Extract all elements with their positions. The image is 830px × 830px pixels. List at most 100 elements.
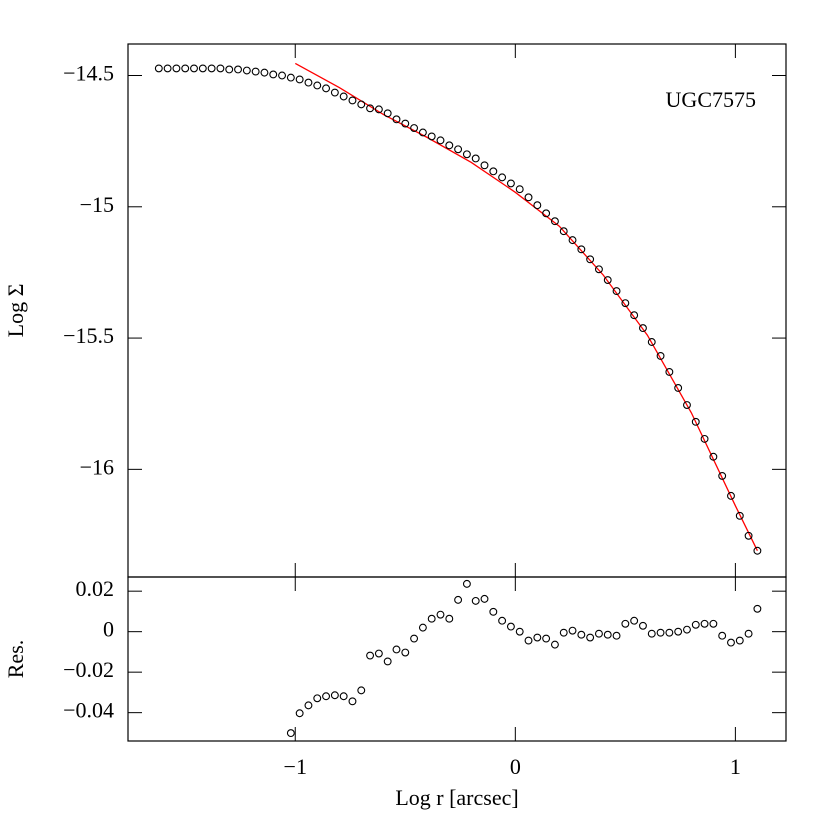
data-point xyxy=(568,236,577,245)
data-point xyxy=(313,694,322,703)
data-point xyxy=(542,209,551,218)
data-point xyxy=(471,596,480,605)
data-point xyxy=(286,73,295,82)
data-point xyxy=(498,173,507,182)
data-point xyxy=(436,610,445,619)
data-point xyxy=(216,64,225,73)
data-point xyxy=(445,614,454,623)
data-point xyxy=(330,691,339,700)
data-point xyxy=(559,628,568,637)
data-point xyxy=(568,626,577,635)
data-point xyxy=(621,619,630,628)
y-tick-label: −15.5 xyxy=(63,323,114,348)
data-point xyxy=(639,621,647,630)
data-point xyxy=(410,634,419,643)
data-point xyxy=(286,729,295,738)
data-point xyxy=(163,64,172,73)
y-tick-label: −0.04 xyxy=(63,698,114,723)
data-point xyxy=(322,692,331,701)
data-point xyxy=(506,622,515,631)
data-point xyxy=(445,141,454,150)
data-point xyxy=(471,154,480,163)
data-point xyxy=(612,631,621,640)
data-point xyxy=(410,124,419,132)
data-point xyxy=(330,88,339,97)
data-point xyxy=(753,546,762,555)
data-point xyxy=(198,64,207,73)
data-point xyxy=(401,648,410,657)
data-point xyxy=(550,640,559,649)
data-point xyxy=(242,66,251,75)
data-point xyxy=(612,287,621,296)
data-point xyxy=(586,633,595,642)
data-point xyxy=(339,692,348,701)
data-point xyxy=(674,627,683,636)
data-point xyxy=(630,311,639,320)
x-tick-label: 0 xyxy=(510,754,521,779)
y-axis-label: Log Σ xyxy=(3,284,28,338)
data-point xyxy=(718,631,727,640)
data-point xyxy=(278,71,286,80)
data-point xyxy=(480,161,489,170)
data-point xyxy=(366,104,375,113)
data-point xyxy=(577,630,586,639)
data-point xyxy=(665,367,674,376)
data-point xyxy=(357,686,366,695)
data-point xyxy=(172,64,181,73)
data-point xyxy=(154,64,163,73)
data-point xyxy=(225,65,234,74)
data-point xyxy=(269,70,278,79)
data-point xyxy=(383,657,392,666)
data-point xyxy=(454,595,463,604)
data-point xyxy=(260,68,269,77)
data-point xyxy=(418,128,427,137)
data-point xyxy=(454,145,463,154)
data-point xyxy=(594,265,603,274)
y-tick-label: −15 xyxy=(80,192,114,217)
data-point xyxy=(383,109,392,118)
data-point xyxy=(744,531,753,540)
annotation: UGC7575 xyxy=(666,87,756,112)
data-point xyxy=(436,136,445,145)
x-tick-label: −1 xyxy=(284,754,307,779)
data-point xyxy=(515,627,524,636)
data-point xyxy=(550,217,559,226)
data-point xyxy=(735,636,744,645)
x-axis-label: Log r [arcsec] xyxy=(395,785,518,810)
data-point xyxy=(480,594,489,603)
data-point xyxy=(691,417,700,426)
data-point xyxy=(374,649,383,658)
data-point xyxy=(304,701,313,710)
data-point xyxy=(542,634,551,643)
data-point xyxy=(366,651,375,660)
data-point xyxy=(621,299,630,308)
data-point xyxy=(489,167,498,176)
data-point xyxy=(295,709,304,718)
data-point xyxy=(559,227,568,236)
data-point xyxy=(322,84,331,93)
data-point xyxy=(392,115,401,124)
data-point xyxy=(418,623,427,632)
data-point xyxy=(489,607,498,616)
y-tick-label: −14.5 xyxy=(63,61,114,86)
data-point xyxy=(181,64,190,73)
data-point xyxy=(348,96,357,105)
y-tick-label: 0 xyxy=(103,617,114,642)
data-point xyxy=(392,645,401,654)
data-point xyxy=(691,620,700,629)
data-point xyxy=(647,629,656,638)
data-point xyxy=(427,132,436,141)
data-point xyxy=(727,491,735,500)
data-point xyxy=(656,351,665,360)
data-point xyxy=(647,338,656,346)
data-point xyxy=(348,697,357,706)
data-point xyxy=(251,67,260,76)
data-point xyxy=(700,619,709,628)
data-point xyxy=(594,629,603,638)
data-point xyxy=(524,636,533,645)
data-point xyxy=(533,633,542,642)
data-point xyxy=(427,614,436,623)
plot-frame xyxy=(127,43,787,578)
data-point xyxy=(709,452,718,461)
